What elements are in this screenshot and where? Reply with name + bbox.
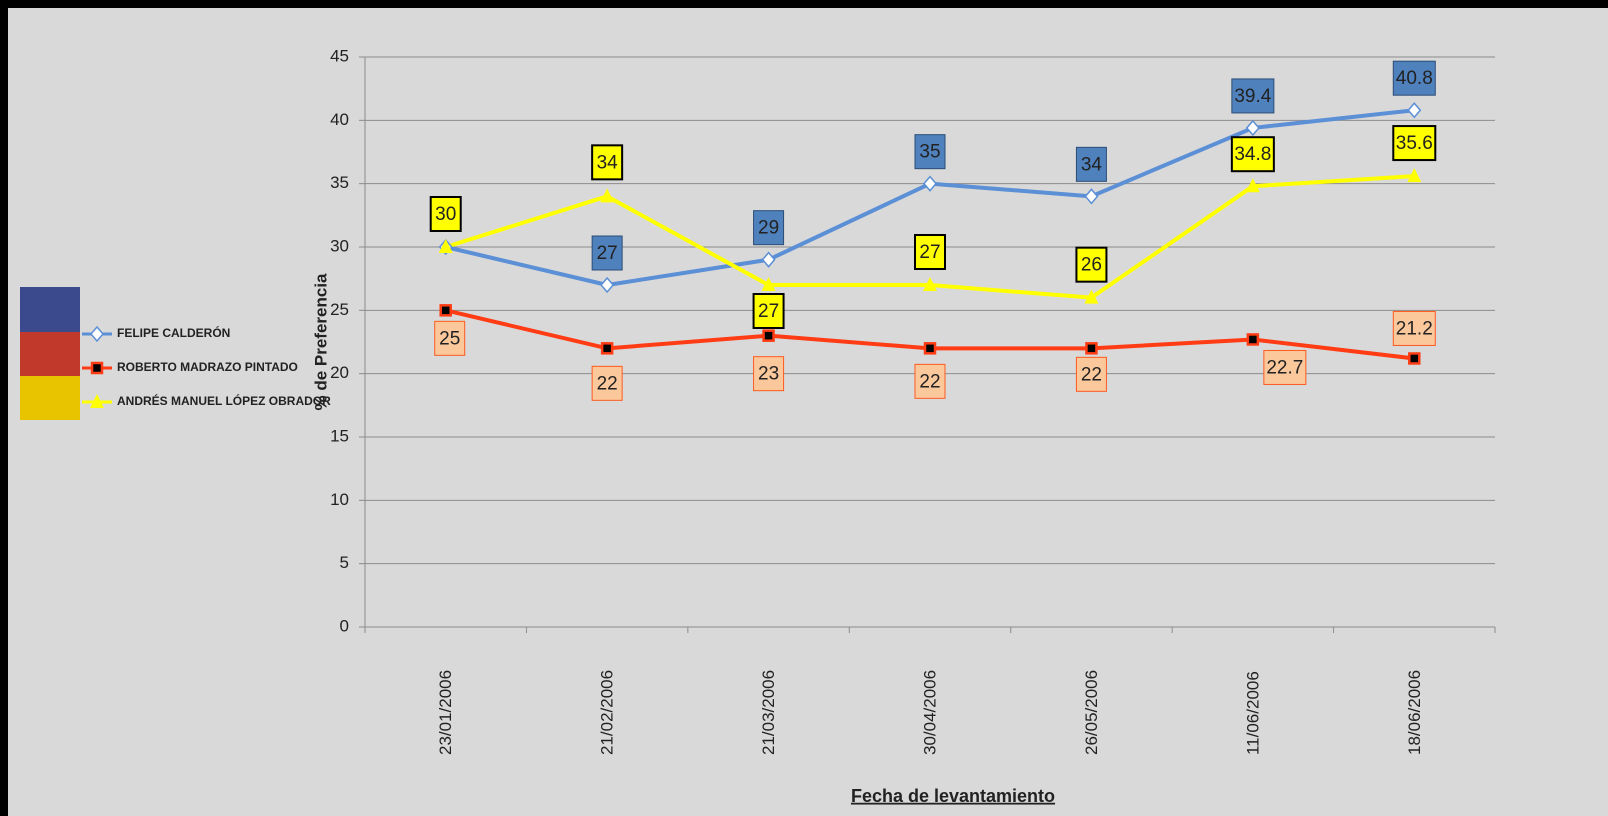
data-label: 22 (919, 371, 940, 392)
y-tick-label: 30 (330, 236, 349, 255)
data-label: 22 (597, 373, 618, 394)
portrait (20, 332, 80, 376)
data-label: 22.7 (1266, 357, 1303, 378)
data-label: 35.6 (1396, 133, 1433, 154)
legend-label: ROBERTO MADRAZO PINTADO (117, 360, 298, 374)
x-tick-label: 21/02/2006 (598, 670, 617, 755)
marker (441, 305, 451, 315)
y-tick-label: 20 (330, 363, 349, 382)
y-tick-label: 0 (340, 616, 349, 635)
y-axis-label: % de Preferencia (311, 273, 330, 411)
data-label: 21.2 (1396, 318, 1433, 339)
data-label: 40.8 (1396, 68, 1433, 89)
chart-background (8, 8, 1608, 816)
y-tick-label: 25 (330, 300, 349, 319)
data-label: 30 (435, 204, 456, 225)
legend-portraits (20, 287, 80, 420)
y-tick-label: 15 (330, 426, 349, 445)
marker (1086, 343, 1096, 353)
x-tick-label: 21/03/2006 (759, 670, 778, 755)
marker (602, 343, 612, 353)
data-label: 34.8 (1234, 144, 1271, 165)
x-tick-label: 26/05/2006 (1082, 670, 1101, 755)
marker (925, 343, 935, 353)
y-tick-label: 10 (330, 490, 349, 509)
legend-label: ANDRÉS MANUEL LÓPEZ OBRADOR (117, 393, 331, 408)
x-tick-label: 30/04/2006 (920, 670, 939, 755)
data-label: 26 (1081, 255, 1102, 276)
x-tick-label: 23/01/2006 (436, 670, 455, 755)
portrait (20, 376, 80, 420)
y-tick-label: 45 (330, 46, 349, 65)
data-label: 22 (1081, 364, 1102, 385)
y-tick-label: 35 (330, 173, 349, 192)
data-label: 35 (919, 142, 940, 163)
x-axis-label: Fecha de levantamiento (851, 786, 1055, 806)
x-tick-label: 11/06/2006 (1243, 671, 1262, 755)
marker (764, 331, 774, 341)
data-label: 27 (919, 242, 940, 263)
data-label: 34 (1081, 154, 1103, 175)
data-label: 25 (439, 328, 460, 349)
data-label: 39.4 (1234, 86, 1271, 107)
y-tick-label: 40 (330, 110, 349, 129)
data-label: 27 (597, 243, 618, 264)
page: {"chart_data": {"type": "line", "y_label… (0, 0, 1608, 816)
data-label: 34 (597, 152, 619, 173)
data-label: 29 (758, 218, 779, 239)
portrait (20, 287, 80, 332)
marker (1248, 334, 1258, 344)
x-tick-label: 18/06/2006 (1405, 670, 1424, 755)
y-tick-label: 5 (340, 553, 349, 572)
data-label: 23 (758, 364, 779, 385)
marker (92, 363, 102, 373)
marker (1409, 353, 1419, 363)
legend-label: FELIPE CALDERÓN (117, 325, 230, 340)
chart: % de Preferencia Fecha de levantamiento … (0, 0, 1608, 816)
data-label: 27 (758, 301, 779, 322)
